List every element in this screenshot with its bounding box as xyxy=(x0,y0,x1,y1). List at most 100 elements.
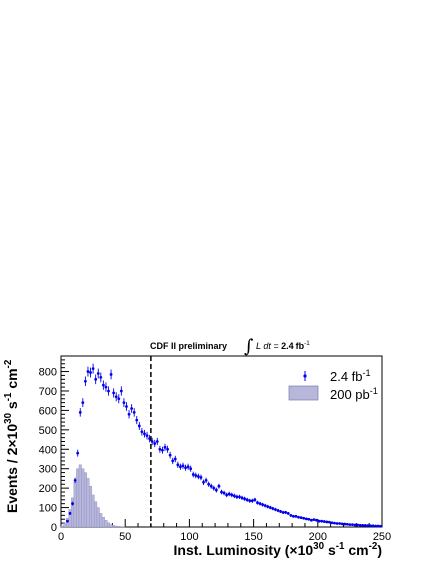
data-point xyxy=(117,394,121,404)
hist-bar xyxy=(60,525,64,528)
data-point xyxy=(207,481,211,487)
y-tick-label: 300 xyxy=(39,464,57,476)
point-marker xyxy=(168,453,172,457)
x-tick-label: 50 xyxy=(119,531,131,543)
data-point xyxy=(284,510,288,514)
data-point xyxy=(366,524,370,528)
data-point xyxy=(76,449,80,457)
data-point xyxy=(281,510,285,514)
point-marker xyxy=(325,520,329,524)
point-marker xyxy=(194,474,198,477)
data-point xyxy=(140,427,144,436)
data-point xyxy=(340,522,344,526)
x-tick-label: 250 xyxy=(373,531,391,543)
data-point xyxy=(66,519,69,523)
point-marker xyxy=(176,463,180,467)
legend-label-200pb: 200 pb-1 xyxy=(330,386,378,402)
point-marker xyxy=(330,521,334,525)
hist-bar xyxy=(109,524,113,528)
data-point xyxy=(330,521,334,525)
data-point xyxy=(304,517,308,521)
data-point xyxy=(271,506,275,511)
data-point xyxy=(119,386,123,396)
data-point xyxy=(320,519,324,523)
data-point xyxy=(161,446,164,454)
point-marker xyxy=(112,391,116,395)
hist-bar xyxy=(107,522,110,528)
point-marker xyxy=(86,370,90,373)
data-point xyxy=(343,522,347,526)
point-marker xyxy=(309,518,313,522)
data-point xyxy=(322,520,326,523)
point-marker xyxy=(140,430,144,434)
data-point xyxy=(256,500,259,505)
point-marker xyxy=(214,488,218,492)
point-marker xyxy=(73,478,77,482)
data-point xyxy=(101,380,105,390)
data-point xyxy=(248,498,252,503)
data-point xyxy=(230,492,234,498)
hist-bar xyxy=(117,526,121,528)
point-marker xyxy=(122,401,126,405)
data-point xyxy=(189,465,193,472)
data-point xyxy=(338,522,342,525)
data-point xyxy=(309,518,313,522)
point-marker xyxy=(340,522,344,526)
point-marker xyxy=(99,375,103,379)
legend-point-dot xyxy=(303,374,307,378)
point-marker xyxy=(119,389,123,393)
point-marker xyxy=(145,434,149,438)
point-marker xyxy=(173,457,177,461)
point-marker xyxy=(315,518,318,522)
data-point xyxy=(225,492,229,498)
point-marker xyxy=(166,447,169,451)
data-point xyxy=(145,431,149,440)
data-point xyxy=(358,523,362,527)
point-marker xyxy=(186,465,190,469)
data-point xyxy=(196,473,200,480)
data-point xyxy=(222,490,226,496)
point-marker xyxy=(232,494,236,498)
data-point xyxy=(143,429,146,438)
data-point xyxy=(153,439,157,448)
data-point xyxy=(238,494,241,500)
data-point xyxy=(302,516,306,520)
data-point xyxy=(135,416,139,425)
data-point xyxy=(130,404,134,413)
point-marker xyxy=(125,405,128,408)
data-point xyxy=(125,402,128,411)
hist-bar xyxy=(104,519,108,528)
data-point xyxy=(286,511,290,515)
data-point xyxy=(261,502,264,507)
point-marker xyxy=(271,507,275,510)
point-marker xyxy=(297,515,300,519)
hist-bar xyxy=(86,478,90,528)
point-marker xyxy=(312,518,316,522)
point-marker xyxy=(248,499,252,503)
point-marker xyxy=(89,371,92,374)
point-marker xyxy=(348,523,352,527)
point-marker xyxy=(351,523,354,527)
point-marker xyxy=(343,522,347,526)
data-point xyxy=(137,421,141,430)
point-marker xyxy=(137,424,141,428)
legend-box-marker xyxy=(288,385,319,401)
y-axis-title: Events / 2×1030 s-1 cm-2 xyxy=(3,359,20,513)
point-marker xyxy=(155,440,159,443)
y-tick-label: 800 xyxy=(39,367,57,379)
point-marker xyxy=(181,464,185,468)
point-marker xyxy=(225,493,229,497)
point-marker xyxy=(299,516,303,520)
data-point xyxy=(299,516,303,520)
point-marker xyxy=(104,385,108,389)
data-point xyxy=(132,408,136,417)
x-tick-label: 200 xyxy=(309,531,327,543)
data-point xyxy=(250,498,254,503)
integral-text: L dt = 2.4 fb-1 xyxy=(256,340,310,351)
data-point xyxy=(315,518,318,522)
data-point xyxy=(356,523,360,527)
point-marker xyxy=(356,523,360,527)
point-marker xyxy=(345,522,349,526)
data-point xyxy=(276,508,280,513)
data-point xyxy=(227,491,231,497)
